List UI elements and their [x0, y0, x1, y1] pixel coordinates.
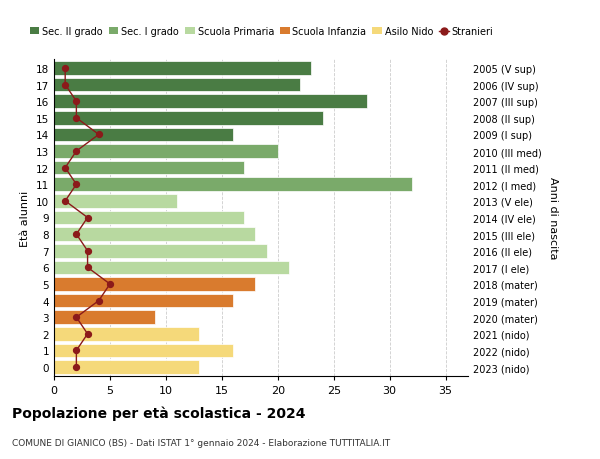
- Point: [71, 115, 81, 122]
- Point: [61, 65, 70, 73]
- Point: [83, 247, 92, 255]
- Bar: [54, 62, 311, 76]
- Bar: [54, 311, 155, 325]
- Bar: [54, 129, 233, 142]
- Bar: [54, 162, 244, 175]
- Bar: [54, 244, 266, 258]
- Point: [71, 231, 81, 238]
- Bar: [54, 195, 177, 208]
- Point: [61, 198, 70, 205]
- Point: [83, 214, 92, 222]
- Point: [94, 131, 104, 139]
- Point: [105, 281, 115, 288]
- Point: [71, 364, 81, 371]
- Y-axis label: Anni di nascita: Anni di nascita: [548, 177, 558, 259]
- Bar: [54, 228, 256, 241]
- Bar: [54, 211, 244, 225]
- Bar: [54, 95, 367, 109]
- Point: [71, 347, 81, 354]
- Point: [83, 330, 92, 338]
- Bar: [54, 145, 278, 158]
- Point: [71, 148, 81, 155]
- Text: Popolazione per età scolastica - 2024: Popolazione per età scolastica - 2024: [12, 405, 305, 420]
- Y-axis label: Età alunni: Età alunni: [20, 190, 31, 246]
- Text: COMUNE DI GIANICO (BS) - Dati ISTAT 1° gennaio 2024 - Elaborazione TUTTITALIA.IT: COMUNE DI GIANICO (BS) - Dati ISTAT 1° g…: [12, 438, 390, 448]
- Legend: Sec. II grado, Sec. I grado, Scuola Primaria, Scuola Infanzia, Asilo Nido, Stran: Sec. II grado, Sec. I grado, Scuola Prim…: [26, 23, 497, 41]
- Bar: [54, 344, 233, 358]
- Bar: [54, 261, 289, 274]
- Bar: [54, 327, 199, 341]
- Point: [83, 264, 92, 271]
- Point: [61, 82, 70, 89]
- Point: [71, 181, 81, 189]
- Bar: [54, 360, 199, 374]
- Bar: [54, 294, 233, 308]
- Point: [71, 98, 81, 106]
- Bar: [54, 278, 256, 291]
- Point: [61, 165, 70, 172]
- Point: [94, 297, 104, 305]
- Bar: [54, 112, 323, 125]
- Point: [71, 314, 81, 321]
- Bar: [54, 78, 300, 92]
- Bar: [54, 178, 412, 192]
